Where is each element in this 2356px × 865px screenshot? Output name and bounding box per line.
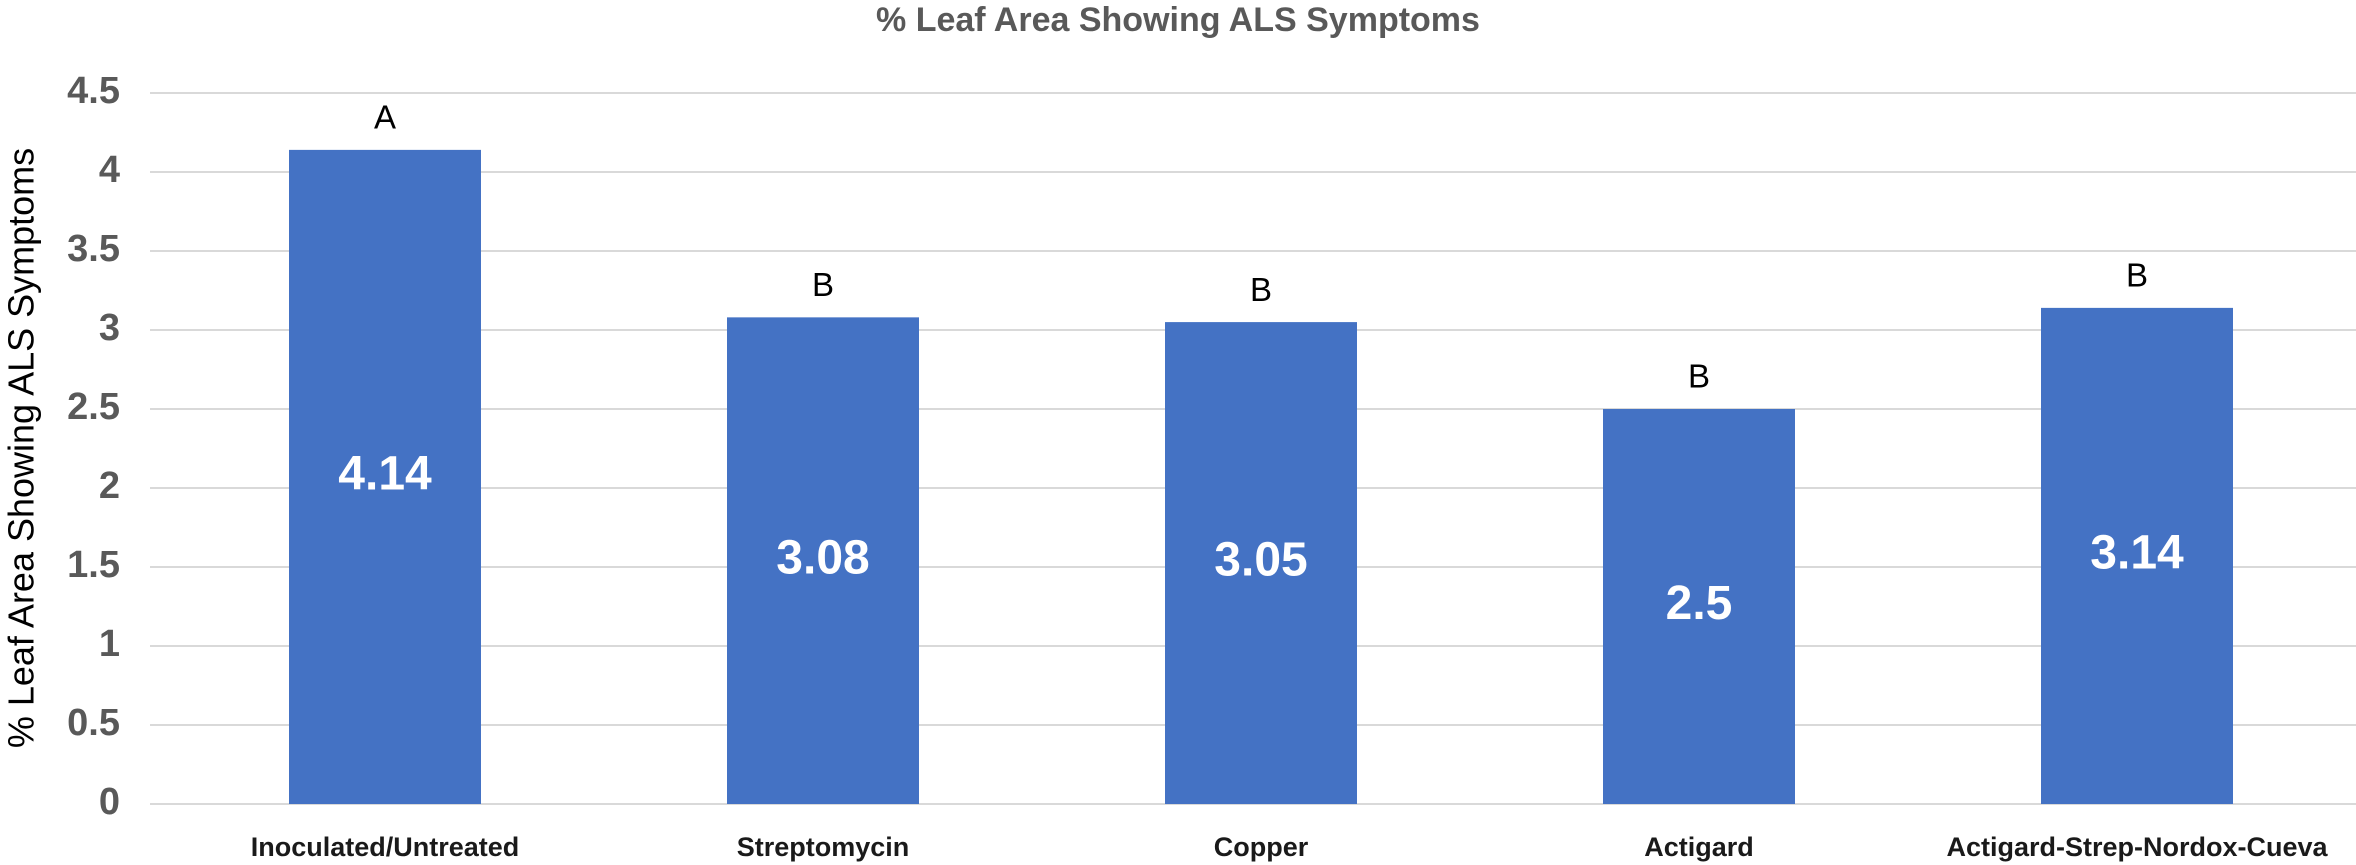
y-axis-label: % Leaf Area Showing ALS Symptoms	[1, 148, 42, 748]
bar	[289, 149, 481, 804]
y-tick-label: 4	[99, 149, 120, 191]
x-tick-label: Inoculated/Untreated	[251, 832, 520, 862]
bar	[727, 317, 919, 804]
significance-letter: B	[1250, 271, 1272, 308]
data-label: 3.05	[1214, 534, 1307, 587]
data-label: 3.08	[776, 531, 869, 584]
y-tick-label: 3	[99, 307, 120, 349]
y-tick-label: 2.5	[67, 386, 120, 428]
y-tick-label: 1.5	[67, 544, 120, 586]
data-label: 3.14	[2090, 527, 2184, 580]
significance-letter: A	[374, 99, 396, 136]
bar	[1603, 409, 1795, 804]
y-tick-label: 1	[99, 623, 120, 665]
y-tick-label: 3.5	[67, 228, 120, 270]
y-tick-label: 0	[99, 781, 120, 823]
x-tick-label: Actigard-Strep-Nordox-Cueva	[1946, 832, 2328, 862]
x-tick-label: Streptomycin	[737, 832, 910, 862]
y-tick-label: 4.5	[67, 70, 120, 112]
x-tick-label: Copper	[1214, 832, 1309, 862]
bar	[1165, 322, 1357, 804]
y-tick-label: 2	[99, 465, 120, 507]
data-label: 4.14	[338, 448, 432, 501]
data-label: 2.5	[1666, 577, 1733, 630]
x-tick-label: Actigard	[1644, 832, 1754, 862]
significance-letter: B	[1688, 358, 1710, 395]
y-tick-label: 0.5	[67, 702, 120, 744]
significance-letter: B	[2126, 257, 2148, 294]
significance-letter: B	[812, 266, 834, 303]
bar	[2041, 307, 2233, 804]
chart-title: % Leaf Area Showing ALS Symptoms	[876, 1, 1480, 39]
